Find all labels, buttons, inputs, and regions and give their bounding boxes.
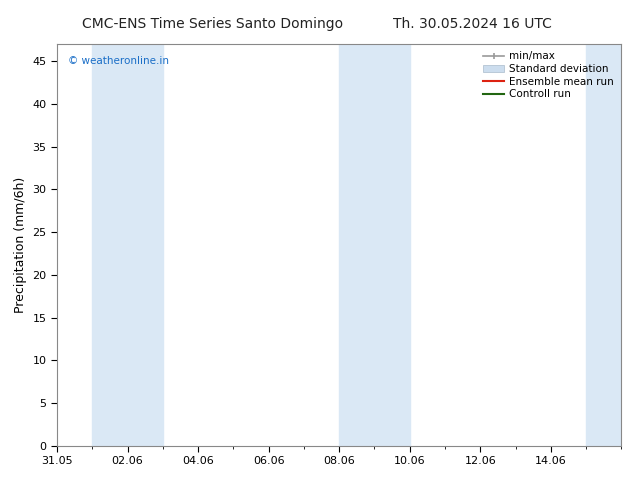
Bar bbox=[339, 44, 410, 446]
Bar bbox=[93, 44, 163, 446]
Text: Th. 30.05.2024 16 UTC: Th. 30.05.2024 16 UTC bbox=[392, 17, 552, 31]
Bar bbox=[586, 44, 621, 446]
Legend: min/max, Standard deviation, Ensemble mean run, Controll run: min/max, Standard deviation, Ensemble me… bbox=[481, 49, 616, 101]
Text: © weatheronline.in: © weatheronline.in bbox=[68, 56, 169, 66]
Y-axis label: Precipitation (mm/6h): Precipitation (mm/6h) bbox=[14, 177, 27, 313]
Text: CMC-ENS Time Series Santo Domingo: CMC-ENS Time Series Santo Domingo bbox=[82, 17, 344, 31]
